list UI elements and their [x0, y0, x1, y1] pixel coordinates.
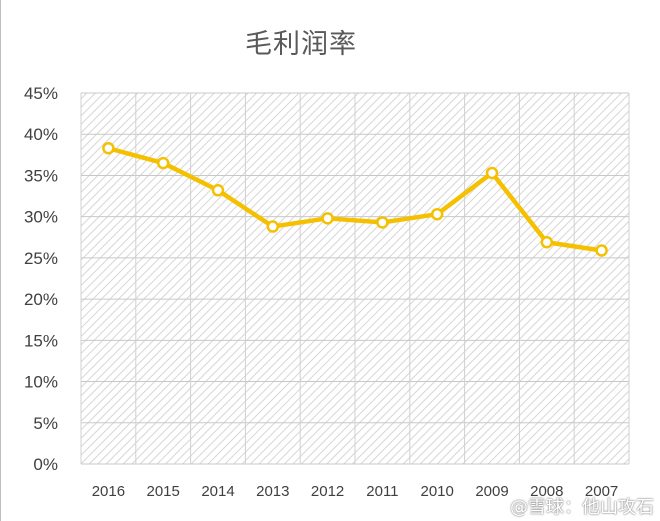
gridlines	[80, 92, 630, 465]
series-line	[106, 145, 604, 253]
data-point	[156, 156, 170, 170]
data-point	[485, 166, 499, 180]
x-tick-label: 2009	[475, 483, 508, 500]
x-tick-label: 2013	[256, 483, 289, 500]
y-tick-label: 45%	[24, 84, 58, 103]
y-tick-label: 15%	[24, 331, 58, 350]
data-point	[321, 212, 334, 225]
data-point	[595, 244, 608, 257]
data-point	[211, 184, 225, 197]
data-point	[376, 216, 389, 229]
x-tick-label: 2014	[201, 483, 234, 500]
x-tick-label: 2011	[366, 483, 398, 500]
y-tick-label: 25%	[24, 249, 58, 268]
data-point	[430, 207, 444, 221]
y-tick-label: 35%	[24, 166, 58, 185]
data-point	[540, 235, 554, 249]
y-tick-label: 0%	[33, 455, 58, 474]
series-1	[102, 141, 608, 257]
y-tick-label: 10%	[24, 373, 58, 392]
x-tick-label: 2010	[421, 483, 454, 500]
data-point	[266, 220, 280, 233]
x-tick-label: 2008	[530, 483, 563, 500]
y-tick-label: 40%	[24, 125, 58, 144]
x-tick-label: 2015	[147, 483, 180, 500]
x-tick-label: 2016	[92, 483, 125, 500]
y-tick-label: 20%	[24, 290, 58, 309]
y-tick-label: 30%	[24, 208, 58, 227]
chart-title: 毛利润率	[245, 29, 357, 60]
x-axis: 2016 2015 2014 2013 2012 2011 2010 2009 2008 2007	[92, 483, 619, 500]
x-tick-label: 2007	[585, 483, 618, 500]
x-tick-label: 2012	[311, 483, 344, 500]
watermark: @雪球：他山攻石	[510, 497, 654, 518]
y-axis: 0% 5% 10% 15% 20% 25% 30% 35% 40% 45%	[24, 84, 58, 474]
y-tick-label: 5%	[33, 414, 58, 433]
data-point	[102, 141, 115, 155]
